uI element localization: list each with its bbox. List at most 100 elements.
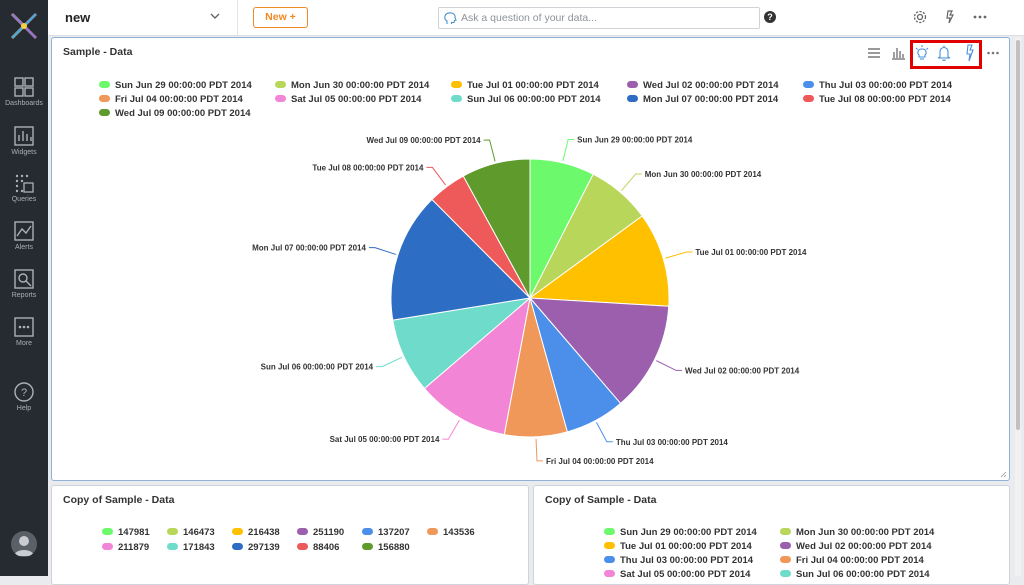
sidebar-item-label: More: [16, 340, 32, 347]
drill-down-icon[interactable]: [962, 44, 978, 62]
legend-swatch: [451, 81, 462, 88]
ask-question-input[interactable]: [461, 9, 755, 27]
legend-item[interactable]: 297139: [232, 542, 280, 553]
legend-label: 211879: [118, 542, 150, 553]
legend-label: 88406: [313, 542, 340, 553]
new-button[interactable]: New +: [253, 7, 308, 28]
pie-chart: Sun Jun 29 00:00:00 PDT 2014 Mon Jun 30 0…: [252, 136, 807, 466]
legend-item[interactable]: Mon Jun 30 00:00:00 PDT 2014: [275, 80, 429, 91]
legend-item[interactable]: Sat Jul 05 00:00:00 PDT 2014: [604, 569, 750, 580]
legend-item[interactable]: Sun Jun 29 00:00:00 PDT 2014: [99, 80, 252, 91]
dashboard-name[interactable]: new: [65, 10, 91, 25]
legend-item[interactable]: Sun Jul 06 00:00:00 PDT 2014: [780, 569, 930, 580]
legend-label: 216438: [248, 527, 280, 538]
legend-item[interactable]: 251190: [297, 527, 344, 538]
chart-type-icon[interactable]: [890, 44, 906, 62]
avatar[interactable]: [11, 531, 37, 557]
dashboards-icon: [14, 77, 34, 97]
pie-slice[interactable]: [423, 296, 531, 436]
legend-item[interactable]: Wed Jul 02 00:00:00 PDT 2014: [627, 80, 779, 91]
settings-gear-icon[interactable]: [912, 9, 928, 25]
widget-title: Copy of Sample - Data: [545, 494, 657, 506]
widget-copy-left[interactable]: Copy of Sample - Data 147981 146473 2164…: [51, 485, 529, 585]
legend-label: 156880: [378, 542, 410, 553]
more-icon: [14, 317, 34, 337]
svg-text:?: ?: [21, 387, 27, 399]
legend-item[interactable]: Sat Jul 05 00:00:00 PDT 2014: [275, 94, 421, 105]
legend-swatch: [275, 81, 286, 88]
legend-swatch: [780, 542, 791, 549]
slice-label: Fri Jul 04 00:00:00 PDT 2014: [546, 457, 654, 466]
sidebar-item-widgets[interactable]: Widgets: [0, 125, 48, 156]
sidebar-item-queries[interactable]: Queries: [0, 172, 48, 203]
pie-slice[interactable]: [462, 158, 531, 299]
legend-item[interactable]: Sun Jul 06 00:00:00 PDT 2014: [451, 94, 601, 105]
legend-item[interactable]: 216438: [232, 527, 280, 538]
legend-item[interactable]: Sun Jun 29 00:00:00 PDT 2014: [604, 527, 757, 538]
scrollbar-thumb[interactable]: [1016, 40, 1020, 430]
legend-item[interactable]: 156880: [362, 542, 410, 553]
widget-more-icon[interactable]: [986, 44, 1000, 62]
user-icon: [14, 536, 34, 556]
legend-item[interactable]: Fri Jul 04 00:00:00 PDT 2014: [780, 555, 924, 566]
menu-lines-icon[interactable]: [867, 44, 881, 62]
legend-item[interactable]: 143536: [427, 527, 475, 538]
help-button[interactable]: ?: [764, 11, 776, 23]
ask-head-icon: [444, 12, 457, 24]
legend-item[interactable]: Wed Jul 09 00:00:00 PDT 2014: [99, 108, 251, 119]
legend-item[interactable]: Tue Jul 01 00:00:00 PDT 2014: [451, 80, 599, 91]
sidebar-item-alerts[interactable]: Alerts: [0, 220, 48, 251]
legend-swatch: [99, 109, 110, 116]
more-options-icon[interactable]: [972, 9, 988, 25]
sidebar-item-label: Help: [16, 405, 32, 412]
legend-item[interactable]: Tue Jul 01 00:00:00 PDT 2014: [604, 541, 752, 552]
insight-bulb-icon[interactable]: [914, 44, 930, 62]
pie-slice[interactable]: [390, 198, 532, 321]
legend-item[interactable]: Mon Jul 07 00:00:00 PDT 2014: [627, 94, 778, 105]
legend-label: Sun Jul 06 00:00:00 PDT 2014: [467, 94, 601, 105]
slice-connector: [562, 139, 575, 162]
widget-sample-data[interactable]: Sample - Data Sun Jun 29 00:00:00 PDT 20…: [51, 37, 1010, 481]
legend-item[interactable]: Wed Jul 02 00:00:00 PDT 2014: [780, 541, 932, 552]
chevron-down-icon[interactable]: [208, 9, 222, 23]
legend-item[interactable]: 137207: [362, 527, 410, 538]
alert-bell-icon[interactable]: [936, 44, 952, 62]
pie-slice[interactable]: [528, 215, 670, 307]
legend-swatch: [167, 543, 178, 550]
legend-item[interactable]: 211879: [102, 542, 149, 553]
drill-icon[interactable]: [943, 9, 959, 25]
legend-swatch: [604, 542, 615, 549]
legend-swatch: [362, 528, 373, 535]
legend-swatch: [451, 95, 462, 102]
legend-label: Thu Jul 03 00:00:00 PDT 2014: [819, 80, 953, 91]
legend-item[interactable]: Mon Jun 30 00:00:00 PDT 2014: [780, 527, 934, 538]
legend-item[interactable]: 88406: [297, 542, 339, 553]
slice-label: Thu Jul 03 00:00:00 PDT 2014: [616, 438, 729, 447]
legend-item[interactable]: Thu Jul 03 00:00:00 PDT 2014: [604, 555, 753, 566]
legend-item[interactable]: Thu Jul 03 00:00:00 PDT 2014: [803, 80, 952, 91]
legend-item[interactable]: 147981: [102, 527, 150, 538]
legend-item[interactable]: Tue Jul 08 00:00:00 PDT 2014: [803, 94, 951, 105]
sidebar-item-label: Dashboards: [5, 100, 43, 107]
reports-icon: [14, 269, 34, 289]
legend-label: Sat Jul 05 00:00:00 PDT 2014: [620, 569, 751, 580]
sidebar-item-reports[interactable]: Reports: [0, 268, 48, 299]
widget-copy-right[interactable]: Copy of Sample - Data Sun Jun 29 00:00:0…: [533, 485, 1010, 585]
legend-label: Mon Jun 30 00:00:00 PDT 2014: [291, 80, 430, 91]
legend-item[interactable]: 171843: [167, 542, 215, 553]
app-logo-icon[interactable]: [10, 12, 38, 40]
pie-slice[interactable]: [528, 297, 670, 405]
legend-label: 146473: [183, 527, 215, 538]
sidebar-item-help[interactable]: ? Help: [0, 381, 48, 412]
sidebar-item-more[interactable]: More: [0, 316, 48, 347]
sidebar-item-dashboards[interactable]: Dashboards: [0, 76, 48, 107]
ask-question-box[interactable]: [438, 7, 760, 29]
legend-swatch: [297, 543, 308, 550]
resize-handle-icon[interactable]: [1000, 471, 1007, 478]
legend-label: 143536: [443, 527, 475, 538]
legend-swatch: [102, 528, 113, 535]
legend-item[interactable]: Fri Jul 04 00:00:00 PDT 2014: [99, 94, 243, 105]
legend-label: 297139: [248, 542, 280, 553]
legend-item[interactable]: 146473: [167, 527, 215, 538]
slice-label: Sun Jul 06 00:00:00 PDT 2014: [261, 363, 374, 372]
